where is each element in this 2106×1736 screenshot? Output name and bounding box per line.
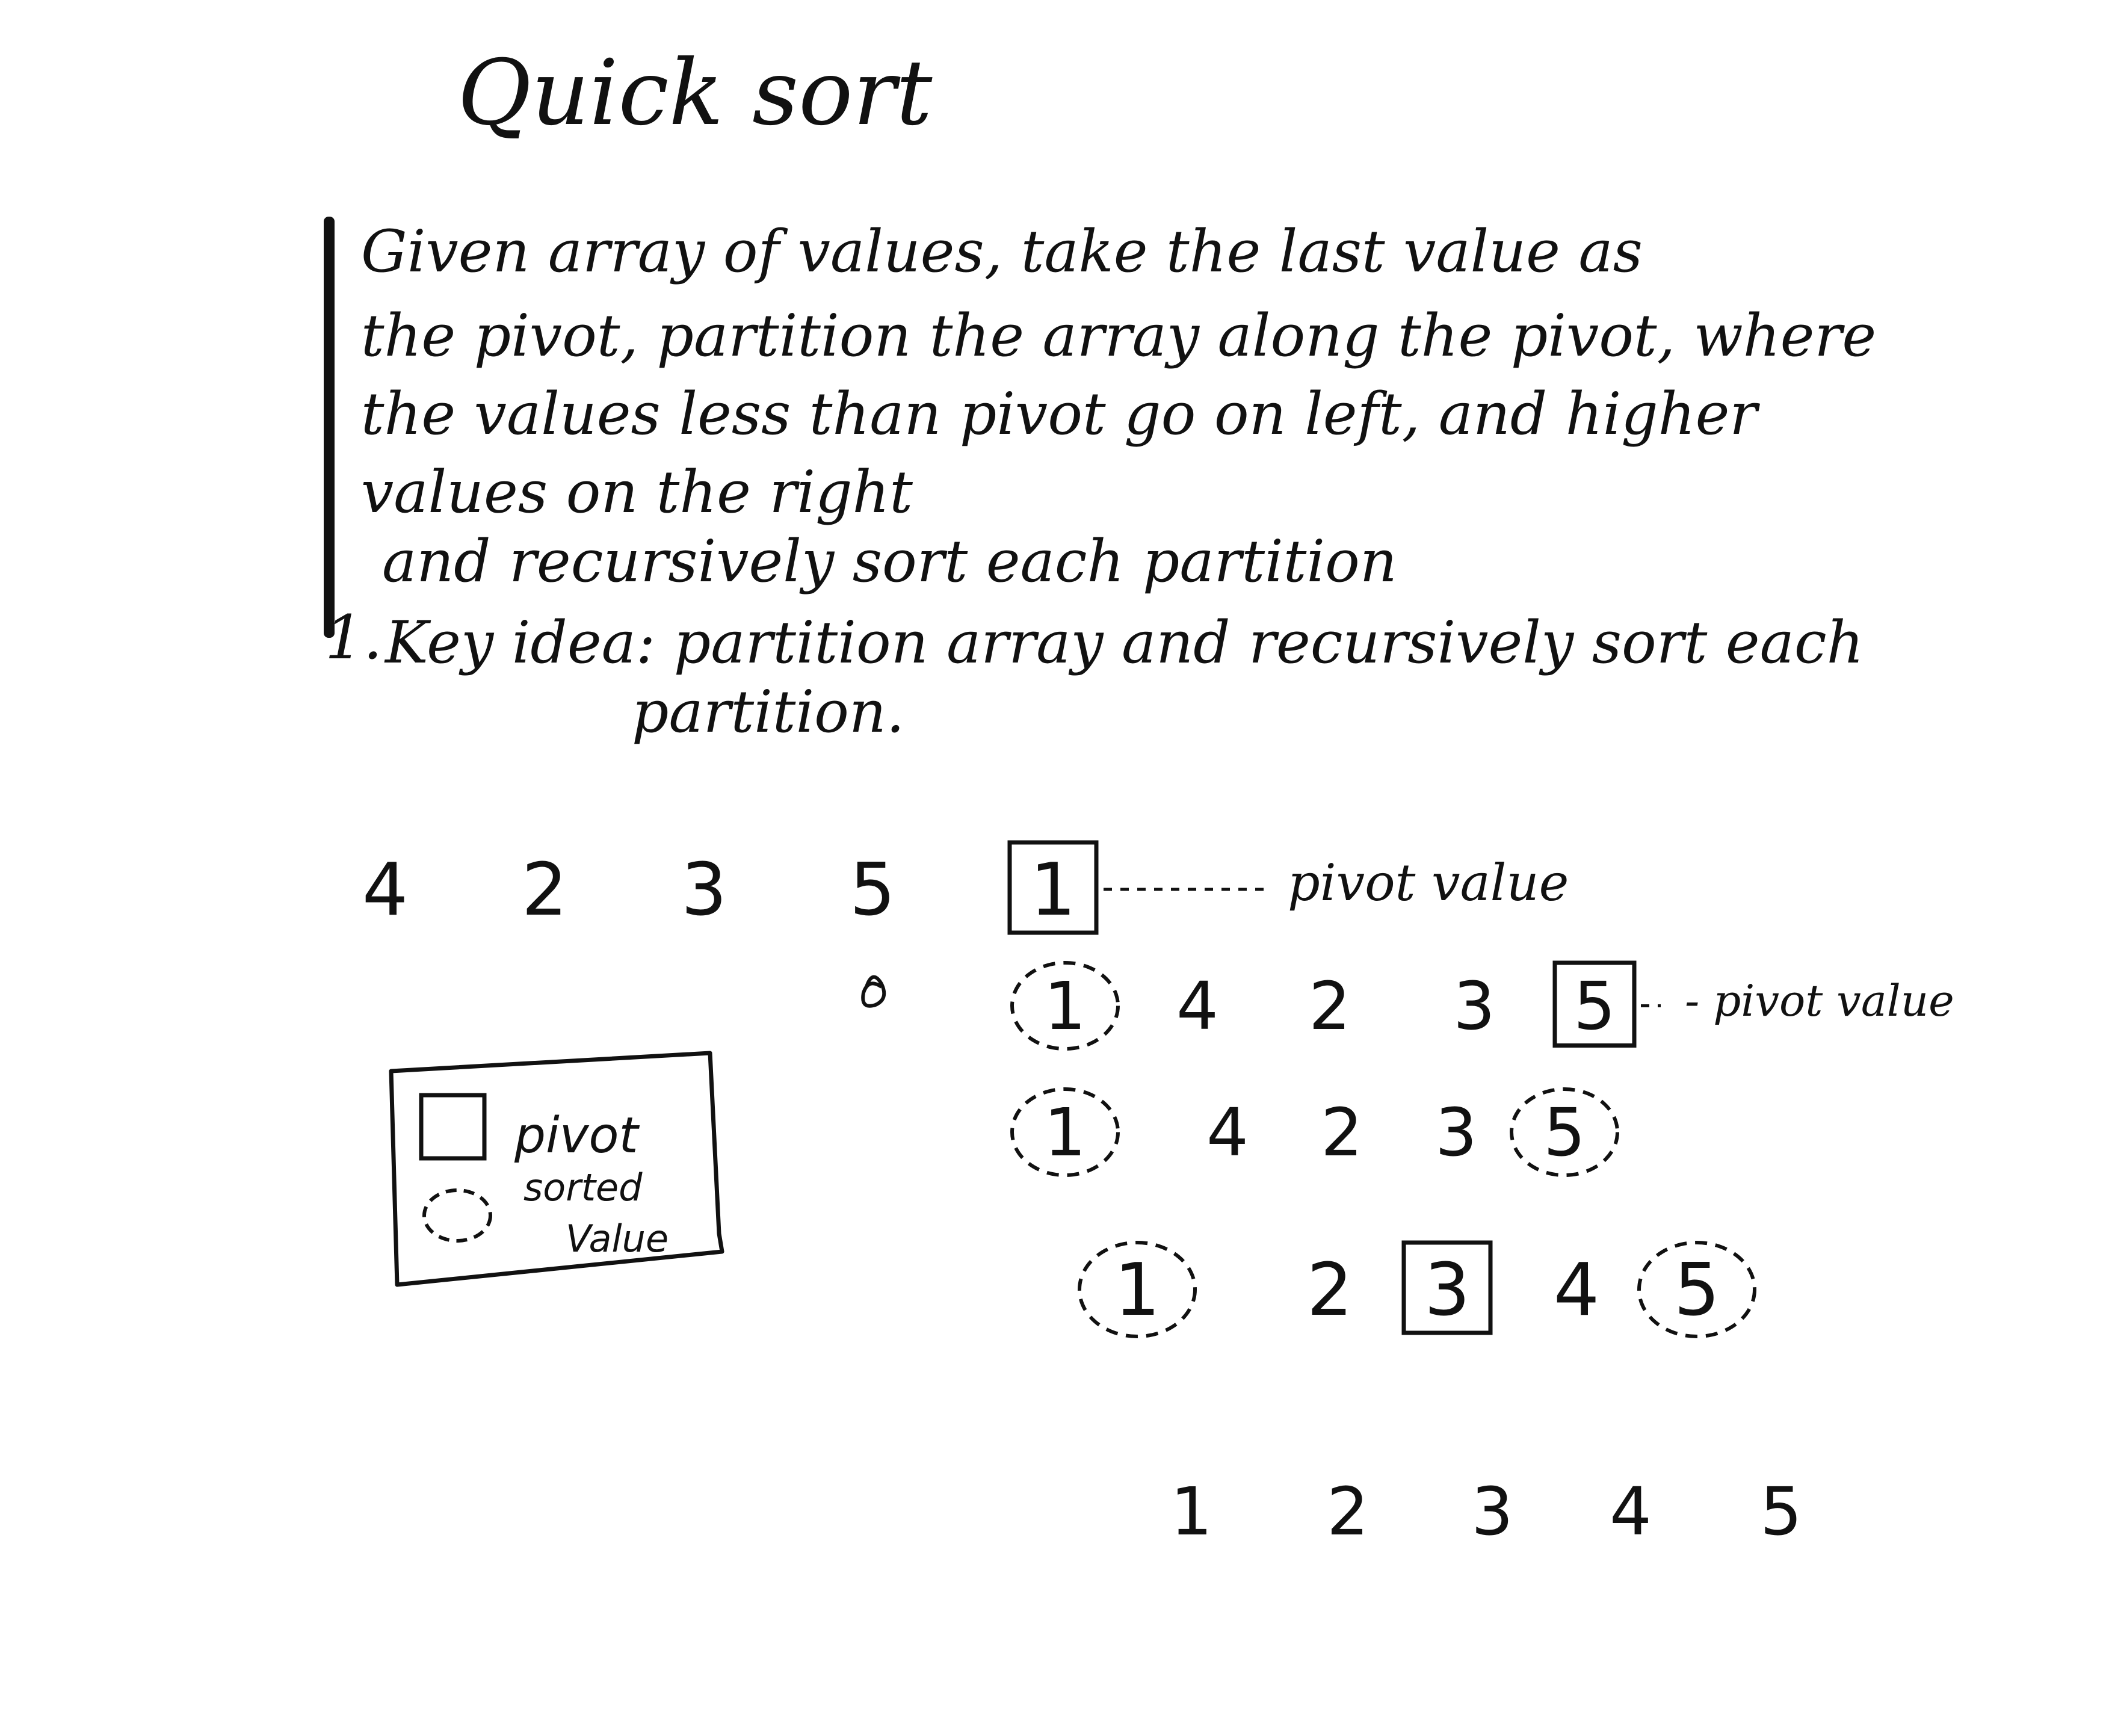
array-value: 5	[1543, 1094, 1586, 1171]
sorted-circle	[1078, 1241, 1197, 1338]
array-value: 4	[1206, 1094, 1249, 1171]
array-value: 5	[1674, 1249, 1720, 1332]
notes-margin-bar	[324, 217, 335, 638]
scribble-mark	[861, 975, 886, 1008]
array-value: 5	[1760, 1473, 1802, 1550]
array-value: 4	[1610, 1473, 1652, 1550]
note-line: the values less than pivot go on left, a…	[361, 380, 1758, 448]
key-idea-line: Key idea: partition array and recursivel…	[385, 609, 1864, 676]
note-line: the pivot, partition the array along the…	[361, 302, 1877, 369]
array-value: 3	[681, 848, 727, 932]
legend-pivot-label: pivot	[514, 1107, 640, 1164]
note-line: Given array of values, take the last val…	[361, 218, 1643, 285]
array-value: 2	[1309, 968, 1351, 1045]
array-row: 1 4 2 3 5 - pivot value	[1010, 960, 1954, 1051]
array-value: 3	[1435, 1094, 1477, 1171]
sorted-circle	[1010, 1087, 1120, 1177]
key-idea-line: partition.	[632, 678, 905, 746]
pivot-box	[1552, 960, 1637, 1048]
legend-pivot-square-icon	[419, 1093, 487, 1161]
array-value: 4	[1554, 1249, 1599, 1332]
pivot-annotation: - pivot value	[1685, 975, 1954, 1026]
array-value: 5	[850, 848, 895, 932]
array-value: 1	[1030, 848, 1076, 932]
array-value: 2	[1327, 1473, 1369, 1550]
array-value: 3	[1453, 968, 1495, 1045]
array-value: 4	[362, 848, 408, 932]
note-line: values on the right	[361, 459, 913, 526]
array-value: 1	[1044, 1094, 1086, 1171]
note-line: and recursively sort each partition	[382, 528, 1397, 595]
array-value: 4	[1176, 968, 1218, 1045]
array-value: 2	[1307, 1249, 1353, 1332]
key-idea-marker: 1.	[325, 602, 383, 673]
page-title: Quick sort	[457, 41, 933, 146]
array-value: 2	[1321, 1094, 1363, 1171]
sorted-circle	[1010, 961, 1120, 1051]
array-value: 1	[1170, 1473, 1212, 1550]
legend-sorted-circle-icon	[422, 1188, 492, 1243]
legend-box: pivot sorted Value	[389, 1051, 724, 1287]
sorted-circle	[1510, 1087, 1619, 1177]
array-value: 3	[1424, 1249, 1470, 1332]
array-value: 5	[1573, 968, 1616, 1045]
array-row: 1 2 3 4 5	[1170, 1473, 1802, 1550]
array-value: 1	[1114, 1249, 1160, 1332]
sorted-circle	[1637, 1241, 1756, 1338]
pivot-annotation: pivot value	[1288, 853, 1569, 912]
array-value: 1	[1044, 968, 1086, 1045]
array-value: 2	[522, 848, 567, 932]
array-value: 3	[1471, 1473, 1513, 1550]
pivot-box	[1007, 840, 1099, 935]
array-row: 4 2 3 5 1 pivot value	[362, 840, 1569, 935]
legend-sorted-label: sorted Value	[523, 1166, 669, 1261]
pivot-box	[1401, 1240, 1493, 1335]
